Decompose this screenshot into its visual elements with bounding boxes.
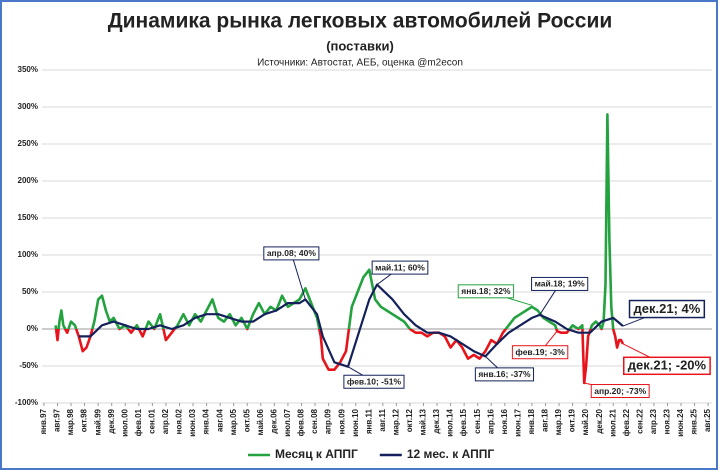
x-tick-label: дек.06 [269, 408, 278, 433]
x-tick-label: авг.97 [53, 408, 62, 432]
annotation-label: фев.19; -3% [515, 347, 565, 357]
x-tick-label: окт.98 [80, 408, 89, 432]
annotation-box [343, 374, 405, 389]
x-tick-label: окт.19 [568, 408, 577, 432]
y-tick-label: 0% [26, 324, 38, 333]
x-tick-label: янв.25 [690, 408, 699, 434]
annotation-label: янв.18; 32% [461, 286, 511, 296]
y-tick-label: -100% [15, 398, 38, 407]
x-tick-label: сен.01 [147, 408, 156, 433]
x-tick-label: мар.98 [66, 408, 75, 435]
x-tick-label: июн.10 [351, 408, 360, 436]
x-tick-label: янв.11 [364, 408, 373, 434]
annotations: апр.08; 40% май.11; 60% янв.18; 32% май.18;… [263, 246, 711, 399]
x-tick-label: май.13 [419, 408, 428, 435]
x-tick-label: ноя.02 [175, 408, 184, 434]
x-tick-label: янв.18 [527, 408, 536, 434]
x-tick-label: мар.12 [391, 408, 400, 435]
x-tick-label: июл.14 [446, 408, 455, 436]
annotation-label: май.11; 60% [375, 262, 425, 272]
x-tick-label: июл.21 [608, 408, 617, 436]
legend-label: Месяц к АППГ [275, 447, 358, 461]
x-tick-label: сен.15 [473, 408, 482, 433]
x-tick-label: июн.24 [676, 408, 685, 436]
y-tick-label: 100% [18, 250, 38, 259]
annotation-box [474, 367, 535, 382]
x-tick-label: апр.16 [486, 408, 495, 434]
annotation-arrow [290, 253, 306, 300]
annotation-label: апр.08; 40% [267, 248, 317, 258]
annotation-box [628, 299, 706, 319]
annotation-label: май.18; 19% [535, 279, 586, 289]
annotation-label: дек.21; -20% [628, 358, 707, 373]
x-tick-label: мар.05 [229, 408, 238, 435]
annotation-label: апр.20; -73% [594, 386, 646, 396]
x-tick-label: сен.22 [635, 408, 644, 433]
x-tick-label: дек.13 [432, 408, 441, 433]
x-tick-label: авг.18 [541, 408, 550, 432]
x-tick-label: фев.01 [134, 408, 143, 436]
x-tick-label: авг.25 [703, 408, 712, 432]
x-tick-label: май.20 [581, 408, 590, 435]
x-tick-label: дек.99 [107, 408, 116, 433]
legend-label: 12 мес. к АППГ [407, 447, 495, 461]
x-tick-label: окт.05 [242, 408, 251, 432]
x-tick-label: май.99 [93, 408, 102, 435]
x-tick-label: окт.12 [405, 408, 414, 432]
x-tick-label: дек.20 [595, 408, 604, 433]
x-tick-label: июн.17 [513, 408, 522, 436]
x-tick-label: мар.19 [554, 408, 563, 435]
legend: Месяц к АППГ 12 мес. к АППГ [248, 447, 494, 461]
annotation-label: дек.21; 4% [634, 301, 701, 316]
annotation-label: фев.10; -51% [347, 376, 402, 386]
x-tick-label: сен.08 [310, 408, 319, 433]
x-tick-label: июл.00 [120, 408, 129, 436]
x-tick-label: апр.23 [649, 408, 658, 434]
annotation-box [371, 260, 429, 275]
y-tick-label: 300% [18, 102, 38, 111]
x-tick-label: авг.04 [215, 408, 224, 432]
x-tick-label: янв.97 [39, 408, 48, 434]
annotation-box [622, 356, 711, 376]
y-tick-label: 250% [18, 139, 38, 148]
x-tick-label: апр.02 [161, 408, 170, 434]
x-tick-label: янв.04 [202, 408, 211, 434]
y-tick-label: 150% [18, 213, 38, 222]
annotation-box [511, 345, 569, 360]
x-tick-label: ноя.09 [337, 408, 346, 434]
annotation-box [531, 276, 589, 291]
chart-subtitle: (поставки) [326, 38, 394, 53]
x-tick-label: фев.08 [297, 408, 306, 436]
y-tick-label: 50% [22, 287, 38, 296]
x-tick-label: фев.22 [622, 408, 631, 436]
annotation-label: янв.16; -37% [478, 369, 531, 379]
x-tick-label: ноя.16 [500, 408, 509, 434]
x-tick-label: фев.15 [459, 408, 468, 436]
chart-title: Динамика рынка легковых автомобилей Росс… [108, 10, 613, 33]
y-tick-label: -50% [19, 361, 38, 370]
y-tick-label: 200% [18, 176, 38, 185]
x-tick-label: июл.07 [283, 408, 292, 436]
y-tick-label: 350% [18, 65, 38, 74]
x-tick-label: апр.09 [324, 408, 333, 434]
annotation-box [590, 384, 650, 399]
annotation-box [263, 246, 320, 261]
x-tick-label: авг.11 [378, 408, 387, 431]
x-tick-label: июн.03 [188, 408, 197, 436]
annotation-box [457, 284, 515, 299]
x-tick-label: ноя.23 [663, 408, 672, 434]
source: Источники: Автостат, АЕБ, оценка @m2econ [257, 58, 463, 69]
grid: -100% -50% 0% 50% 100% 150% 200% 250% 300% 350% ян… [15, 65, 712, 437]
x-tick-label: май.06 [256, 408, 265, 435]
